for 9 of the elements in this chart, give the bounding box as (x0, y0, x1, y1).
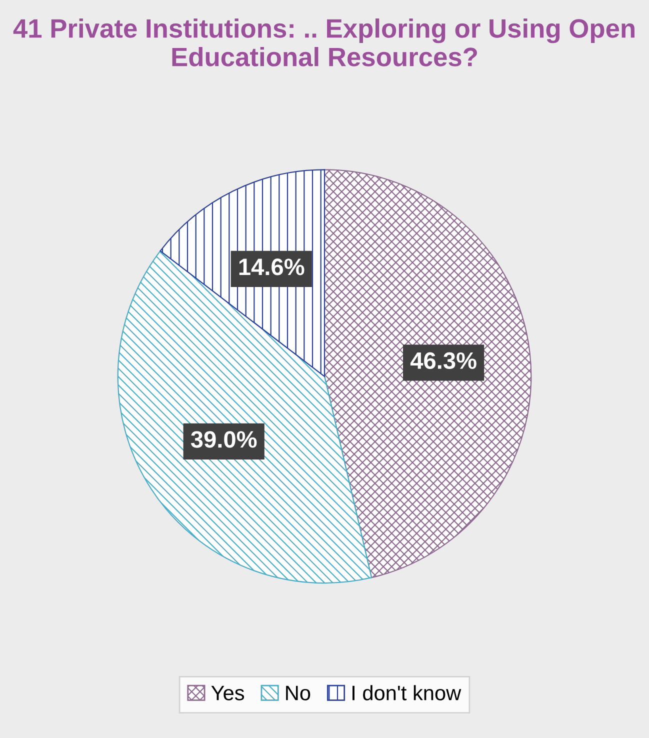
legend-label: I don't know (352, 685, 462, 700)
legend-label: Yes (211, 686, 244, 700)
data-label: 39.0% (190, 431, 257, 448)
legend-label: No (286, 686, 310, 700)
data-label: 46.3% (410, 352, 476, 370)
pie-slice (117, 250, 372, 584)
pie-slice (324, 169, 532, 578)
chart-title: 41 Private Institutions: .. Exploring or Using Open Educational Resources? (13, 18, 634, 66)
data-label: 14.6% (239, 258, 304, 276)
